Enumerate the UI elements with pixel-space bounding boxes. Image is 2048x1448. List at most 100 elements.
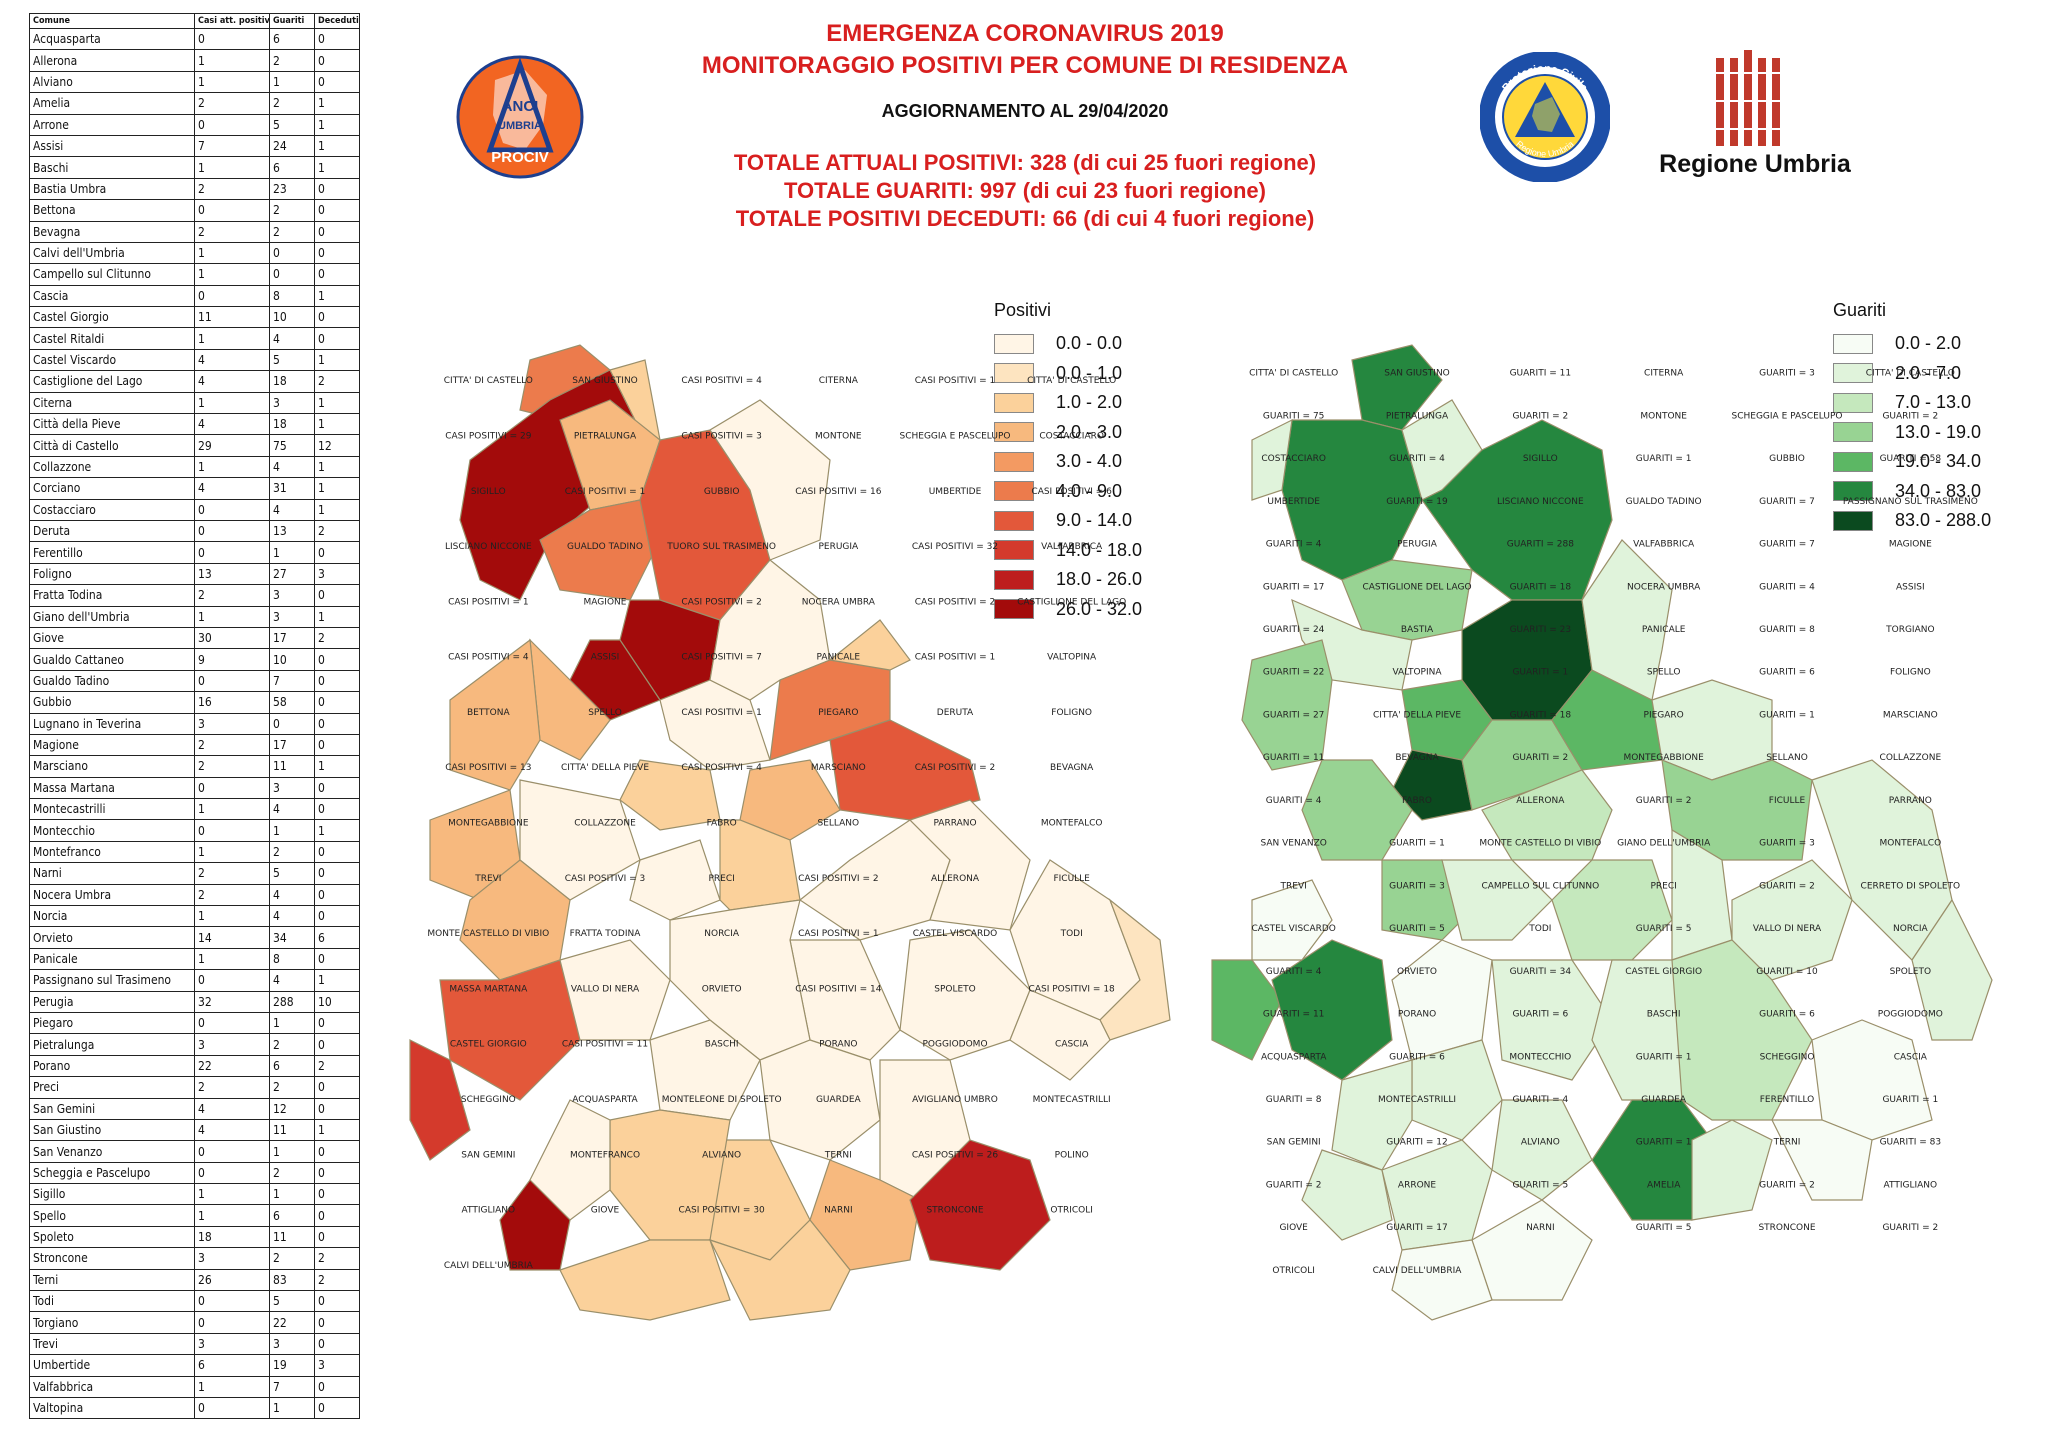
deceased-count: 1 (314, 969, 360, 992)
municipality-area (1911, 898, 1993, 1041)
recovered-count: 18 (269, 370, 315, 393)
positive-count: 0 (194, 1396, 270, 1420)
municipality-area (1491, 959, 1613, 1081)
municipality-label: CASI POSITIVI = 18 (1029, 984, 1115, 994)
municipality-label: PANICALE (1642, 625, 1686, 635)
recovered-count: 1 (269, 541, 315, 564)
legend-guariti-swatch (1833, 510, 1873, 531)
table-body: Acquasparta 0 6 0 Allerona 1 2 0 Alviano 1 1 0 Ameli… (29, 27, 360, 1420)
table-row: San Giustino 4 11 1 (29, 1118, 360, 1142)
municipality-name: Amelia (29, 92, 195, 115)
recovered-count: 1 (269, 819, 315, 842)
municipality-label: PERUGIA (1397, 540, 1438, 550)
recovered-count: 5 (269, 862, 315, 885)
legend-guariti-item: 2.0 - 7.0 (1833, 359, 1991, 389)
municipality-label: MONTEFALCO (1880, 839, 1942, 849)
municipality-label: SCHEGGINO (1760, 1052, 1815, 1062)
municipality-label: UMBERTIDE (1267, 497, 1320, 507)
municipality-label: ORVIETO (702, 984, 742, 994)
legend-positivi-label: 1.0 - 2.0 (1056, 392, 1123, 413)
legend-positivi-item: 1.0 - 2.0 (994, 388, 1142, 418)
deceased-count: 0 (314, 1183, 360, 1206)
municipality-label: SPELLO (1647, 668, 1681, 678)
anci-text: ANCI (502, 98, 539, 115)
deceased-count: 1 (314, 605, 360, 628)
municipality-name: Corciano (29, 477, 195, 500)
table-row: Castel Giorgio 11 10 0 (29, 306, 360, 329)
legend-positivi-item: 14.0 - 18.0 (994, 536, 1142, 566)
municipality-label: GUARITI = 6 (1512, 1010, 1568, 1020)
table-row: Montefranco 1 2 0 (29, 840, 360, 864)
municipality-label: ALVIANO (1521, 1138, 1560, 1148)
municipality-name: Deruta (29, 519, 195, 543)
positive-count: 0 (194, 969, 270, 992)
municipality-label: CASI POSITIVI = 2 (915, 763, 996, 773)
municipality-label: CASI POSITIVI = 1 (915, 376, 996, 386)
positive-count: 1 (194, 70, 270, 94)
table-row: Collazzone 1 4 1 (29, 455, 360, 479)
positive-count: 0 (194, 27, 270, 51)
municipality-label: GIOVE (591, 1206, 620, 1216)
municipality-label: CASTIGLIONE DEL LAGO (1362, 582, 1471, 592)
positive-count: 6 (194, 1354, 270, 1377)
table-header-cell: Casi att. positivi (194, 13, 270, 29)
municipality-label: GUARITI = 2 (1512, 411, 1568, 421)
municipality-area (1581, 539, 1673, 701)
municipality-label: CASI POSITIVI = 14 (795, 984, 881, 994)
municipality-label: GUARITI = 4 (1389, 454, 1445, 464)
municipality-name: Terni (29, 1268, 195, 1292)
protezione-civile-logo: Protezione Civile Regione Umbria (1480, 52, 1610, 182)
deceased-count: 2 (314, 519, 360, 543)
municipality-label: MONTEGABBIONE (448, 819, 529, 829)
positive-count: 3 (194, 1332, 270, 1356)
municipality-area (409, 1039, 471, 1161)
table-row: Passignano sul Trasimeno 0 4 1 (29, 969, 360, 992)
legend-positivi-label: 3.0 - 4.0 (1056, 451, 1123, 472)
positive-count: 1 (194, 798, 270, 821)
deceased-count: 0 (314, 584, 360, 607)
municipality-label: NOCERA UMBRA (802, 597, 876, 607)
deceased-count: 0 (314, 263, 360, 286)
municipality-label: CASTEL VISCARDO (913, 929, 997, 939)
municipality-name: Trevi (29, 1332, 195, 1356)
municipality-label: PANICALE (817, 653, 861, 663)
positive-count: 1 (194, 49, 270, 72)
municipality-label: SPOLETO (1890, 967, 1932, 977)
municipality-name: Lugnano in Teverina (29, 712, 195, 735)
municipality-label: GUARITI = 83 (1880, 1138, 1942, 1148)
municipality-label: FOLIGNO (1051, 708, 1092, 718)
deceased-count: 1 (314, 92, 360, 115)
table-row: Trevi 3 3 0 (29, 1332, 360, 1356)
anci-umbria-text: UMBRIA (498, 120, 542, 132)
municipality-label: PIEGARO (1644, 710, 1684, 720)
municipality-label: CASCIA (1055, 1040, 1089, 1050)
municipality-label: FOLIGNO (1890, 668, 1931, 678)
positive-count: 11 (194, 306, 270, 329)
title-line-2: MONITORAGGIO POSITIVI PER COMUNE DI RESI… (701, 52, 1349, 79)
municipality-name: Costacciaro (29, 498, 195, 521)
deceased-count: 0 (314, 1140, 360, 1163)
municipality-label: GUARITI = 2 (1759, 1180, 1815, 1190)
municipality-label: GUARITI = 4 (1759, 582, 1815, 592)
municipality-label: SAN GIUSTINO (572, 376, 638, 386)
update-date: AGGIORNAMENTO AL 29/04/2020 (881, 101, 1169, 121)
recovered-count: 58 (269, 691, 315, 714)
table-row: Magione 2 17 0 (29, 733, 360, 757)
municipality-label: GUARITI = 1 (1636, 1138, 1692, 1148)
municipality-label: SPELLO (588, 708, 622, 718)
positive-count: 0 (194, 1140, 270, 1163)
deceased-count: 1 (314, 755, 360, 778)
deceased-count: 0 (314, 1225, 360, 1249)
legend-positivi-item: 0.0 - 1.0 (994, 359, 1142, 389)
municipality-label: ARRONE (1398, 1180, 1436, 1190)
table-row: Marsciano 2 11 1 (29, 755, 360, 778)
legend-positivi-item: 9.0 - 14.0 (994, 506, 1142, 536)
table-row: Spello 1 6 0 (29, 1204, 360, 1227)
municipality-label: GUARITI = 18 (1510, 710, 1572, 720)
municipality-name: Sigillo (29, 1183, 195, 1206)
legend-guariti-item: 83.0 - 288.0 (1833, 506, 1991, 536)
municipality-label: CASI POSITIVI = 30 (679, 1206, 765, 1216)
municipality-name: Foligno (29, 562, 195, 586)
municipality-label: FABRO (1402, 796, 1432, 806)
deceased-count: 0 (314, 199, 360, 222)
